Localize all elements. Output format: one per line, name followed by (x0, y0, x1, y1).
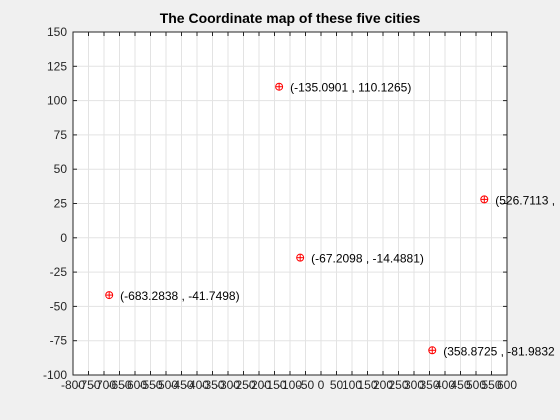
data-point (275, 82, 284, 91)
x-tick-label: 250 (388, 378, 408, 392)
x-tick-label: -500 (154, 378, 178, 392)
y-tick-label: 0 (60, 231, 67, 245)
x-tick-label: -800 (61, 378, 85, 392)
x-tick-label: 600 (497, 378, 517, 392)
x-tick-label: -400 (185, 378, 209, 392)
x-tick-label: -550 (138, 378, 162, 392)
grid-lines (72, 31, 508, 376)
chart-title: The Coordinate map of these five cities (160, 10, 421, 26)
y-tick-label: 25 (54, 197, 68, 211)
x-tick-label: 400 (435, 378, 455, 392)
point-label: (-67.2098 , -14.4881) (311, 252, 424, 266)
x-tick-label: -600 (123, 378, 147, 392)
x-tick-label: -350 (200, 378, 224, 392)
data-point (296, 253, 305, 262)
point-label: (-135.0901 , 110.1265) (290, 81, 411, 95)
y-tick-label: 50 (54, 162, 68, 176)
y-tick-label: 125 (47, 59, 67, 73)
x-tick-label: 100 (342, 378, 362, 392)
data-point (105, 291, 114, 300)
y-tick-label: -75 (50, 334, 68, 348)
y-tick-label: 75 (54, 128, 68, 142)
point-label: (358.8725 , -81.9832 (443, 344, 555, 358)
x-tick-label: 300 (404, 378, 424, 392)
x-tick-label: 50 (330, 378, 344, 392)
x-tick-label: 200 (373, 378, 393, 392)
x-tick-label: -50 (297, 378, 315, 392)
x-tick-label: -650 (107, 378, 131, 392)
y-tick-label: -25 (50, 265, 68, 279)
x-tick-label: -750 (76, 378, 100, 392)
x-tick-label: 550 (481, 378, 501, 392)
tick-labels: -800-750-700-650-600-550-500-450-400-350… (43, 25, 517, 392)
point-label: (-683.2838 , -41.7498) (120, 289, 239, 303)
y-tick-label: -50 (50, 299, 68, 313)
point-label: (526.7113 , (495, 193, 555, 207)
x-tick-label: -450 (169, 378, 193, 392)
data-point (480, 195, 489, 204)
x-tick-label: 150 (357, 378, 377, 392)
x-tick-label: 350 (419, 378, 439, 392)
axes (72, 31, 508, 376)
x-tick-label: -200 (247, 378, 271, 392)
x-tick-label: -300 (216, 378, 240, 392)
x-tick-label: -100 (278, 378, 302, 392)
x-tick-label: -150 (262, 378, 286, 392)
data-point (428, 346, 437, 355)
y-tick-label: 100 (47, 94, 67, 108)
y-tick-label: 150 (47, 25, 67, 39)
x-tick-label: 0 (318, 378, 325, 392)
y-tick-label: -100 (43, 368, 67, 382)
x-tick-label: -700 (92, 378, 116, 392)
x-tick-label: 450 (450, 378, 470, 392)
x-tick-label: 500 (466, 378, 486, 392)
x-tick-label: -250 (231, 378, 255, 392)
data-points: (-135.0901 , 110.1265) (526.7113 , (-67.20… (105, 81, 555, 358)
